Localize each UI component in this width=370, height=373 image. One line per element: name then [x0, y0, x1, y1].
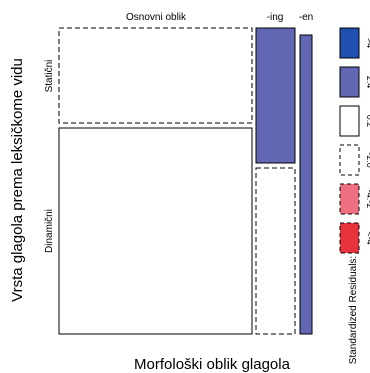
legend-swatch-3	[339, 144, 360, 176]
mosaic-cell-osnovni-oblik-dinamični	[58, 127, 253, 335]
column-label-ing: -ing	[267, 12, 284, 23]
legend-label-3: -2:0	[365, 152, 370, 168]
mosaic-cell-ing-dinamični	[255, 167, 296, 335]
legend-swatch-4	[339, 183, 360, 215]
mosaic-cell-ing-statični	[255, 27, 296, 164]
y-axis-label: Vrsta glagola prema leksičkome vidu	[9, 58, 26, 302]
mosaic-cell-osnovni-oblik-statični	[58, 27, 253, 124]
column-label-osnovni-oblik: Osnovni oblik	[126, 12, 187, 23]
legend-label-0: >4	[365, 38, 370, 48]
x-axis-label: Morfološki oblik glagola	[134, 356, 291, 373]
legend-label-1: 2:4	[365, 76, 370, 89]
legend-title: Standardized Residuals:	[348, 256, 359, 364]
row-label-statični: Statični	[44, 60, 55, 93]
legend-label-2: 0:2	[365, 115, 370, 128]
legend-swatch-2	[339, 105, 360, 137]
legend-swatch-5	[339, 222, 360, 254]
legend-swatch-1	[339, 66, 360, 98]
legend-label-4: -4:-2	[365, 190, 370, 209]
legend-label-5: <-4	[365, 231, 370, 244]
column-label-en: -en	[299, 12, 313, 23]
legend-swatch-0	[339, 27, 360, 59]
mosaic-cell-en-dinamični	[299, 34, 313, 335]
row-label-dinamični: Dinamični	[44, 209, 55, 253]
